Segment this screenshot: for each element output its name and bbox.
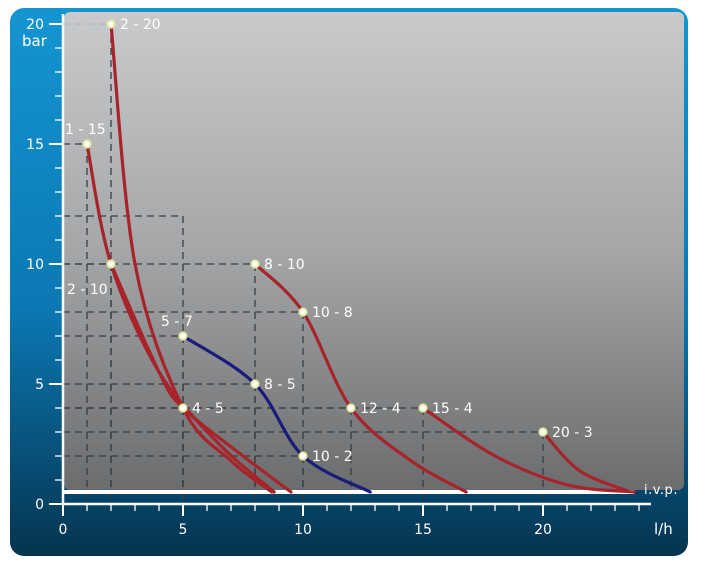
point-label: 20 - 3 — [552, 425, 593, 441]
point-labels: 2 - 20 1 - 15 2 - 10 8 - 10 10 - 8 5 - 7 8 - 5… — [65, 17, 593, 465]
data-point-marker — [178, 403, 188, 413]
x-tick-label: 0 — [59, 522, 68, 538]
y-tick-label: 20 — [26, 17, 44, 33]
x-tick-label: 5 — [179, 522, 188, 538]
point-label: 10 - 8 — [312, 305, 353, 321]
point-label: 8 - 5 — [264, 377, 296, 393]
point-label: 1 - 15 — [65, 122, 106, 138]
point-label: 2 - 20 — [120, 17, 161, 33]
data-point-marker — [250, 379, 260, 389]
series-curve-4 — [181, 334, 372, 494]
x-tick-label: 15 — [414, 522, 432, 538]
data-point-marker — [106, 259, 116, 269]
x-tick-label: 10 — [294, 522, 312, 538]
data-point-marker — [298, 451, 308, 461]
point-label: 2 - 10 — [67, 282, 108, 298]
series-curve-7 — [541, 430, 629, 493]
point-label: 4 - 5 — [192, 401, 224, 417]
series-curve-2 — [109, 22, 274, 494]
ivp-baseline-label: i.v.p. — [644, 483, 678, 498]
y-tick-label: 15 — [26, 137, 44, 153]
y-tick-label: 5 — [35, 377, 44, 393]
y-tick-label: 10 — [26, 257, 44, 273]
point-label: 8 - 10 — [264, 257, 305, 273]
x-unit-label: l/h — [654, 520, 673, 538]
point-label: 15 - 4 — [432, 401, 473, 417]
data-point-marker — [82, 139, 92, 149]
point-label: 10 - 2 — [312, 449, 353, 465]
data-point-marker — [250, 259, 260, 269]
y-unit-label: bar — [22, 32, 48, 50]
data-point-marker — [298, 307, 308, 317]
data-point-marker — [418, 403, 428, 413]
series-curve-6 — [421, 406, 636, 494]
plot-background — [64, 12, 684, 490]
point-label: 12 - 4 — [360, 401, 401, 417]
y-tick-label: 0 — [35, 497, 44, 513]
data-point-marker — [538, 427, 548, 437]
data-point-marker — [178, 331, 188, 341]
point-label: 5 - 7 — [161, 314, 193, 330]
data-point-marker — [346, 403, 356, 413]
x-tick-label: 20 — [534, 522, 552, 538]
axes: 0 5 10 15 20 0 5 10 15 20 — [26, 14, 651, 538]
data-point-marker — [106, 19, 116, 29]
point-markers — [82, 19, 548, 461]
